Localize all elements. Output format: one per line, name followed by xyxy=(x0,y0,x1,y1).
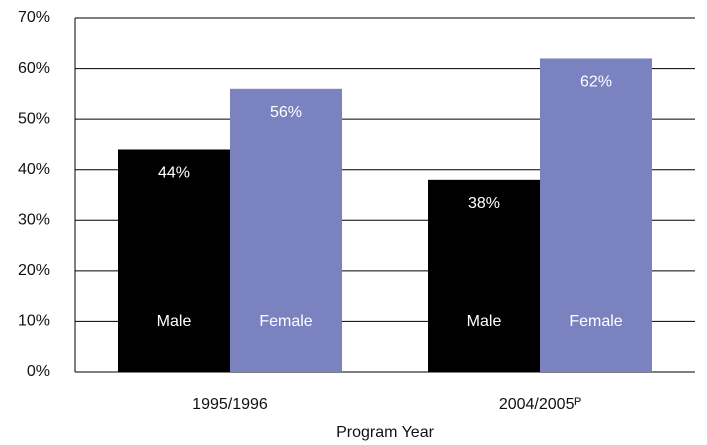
value-label: 62% xyxy=(580,74,612,91)
y-tick-label: 70% xyxy=(18,9,50,26)
x-axis-label: Program Year xyxy=(336,424,435,441)
y-tick-label: 50% xyxy=(18,110,50,127)
bar xyxy=(230,88,342,373)
bar xyxy=(428,179,540,372)
value-label: 56% xyxy=(270,104,302,121)
x-tick-label: 1995/1996 xyxy=(192,396,268,413)
series-label: Female xyxy=(569,313,622,330)
series-label: Male xyxy=(467,313,502,330)
value-label: 44% xyxy=(158,165,190,182)
y-tick-label: 60% xyxy=(18,60,50,77)
value-label: 38% xyxy=(468,195,500,212)
bar xyxy=(540,58,652,372)
y-tick-label: 40% xyxy=(18,161,50,178)
y-tick-label: 30% xyxy=(18,212,50,229)
y-tick-label: 0% xyxy=(27,363,50,380)
series-label: Male xyxy=(157,313,192,330)
bar xyxy=(118,149,230,372)
series-label: Female xyxy=(259,313,312,330)
x-tick-label: 2004/2005ᴾ xyxy=(499,396,582,413)
y-tick-label: 20% xyxy=(18,262,50,279)
y-tick-label: 10% xyxy=(18,313,50,330)
